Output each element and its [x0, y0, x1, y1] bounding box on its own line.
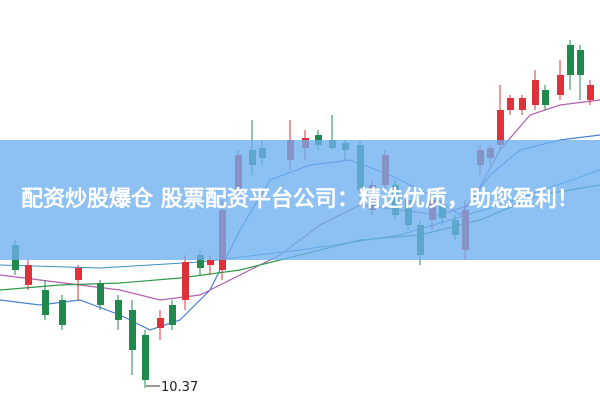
candle [25, 260, 32, 290]
candle [182, 255, 189, 310]
body [42, 290, 49, 315]
body [157, 318, 164, 328]
candle [497, 85, 504, 150]
candle [567, 40, 574, 90]
body [587, 85, 594, 100]
candle [42, 280, 49, 320]
body [129, 310, 136, 350]
body [519, 98, 526, 110]
body [182, 262, 189, 300]
body [197, 255, 204, 268]
body [97, 283, 104, 305]
body [532, 80, 539, 105]
candle [115, 295, 122, 330]
candle [97, 280, 104, 310]
body [497, 110, 504, 145]
body [207, 260, 214, 265]
candle [507, 95, 514, 115]
candle [142, 330, 149, 388]
body [507, 98, 514, 110]
article-title: 配资炒股爆仓 股票配资平台公司：精选优质，助您盈利！ [21, 187, 579, 212]
body [142, 335, 149, 380]
candle [577, 45, 584, 100]
body [557, 75, 564, 95]
body [75, 268, 82, 280]
title-banner: 配资炒股爆仓 股票配资平台公司：精选优质，助您盈利！ [0, 140, 600, 260]
body [542, 90, 549, 105]
candle [532, 70, 539, 110]
candle [129, 300, 136, 375]
candle [169, 300, 176, 330]
candle [157, 310, 164, 340]
body [25, 265, 32, 285]
candle [59, 295, 66, 330]
body [115, 300, 122, 320]
candle [542, 85, 549, 110]
candle [557, 60, 564, 100]
candle [519, 95, 526, 115]
body [59, 300, 66, 325]
low-price-label: 10.37 [161, 380, 198, 395]
candle [75, 265, 82, 300]
candle [587, 80, 594, 105]
body [169, 305, 176, 325]
body [567, 45, 574, 75]
body [577, 50, 584, 75]
